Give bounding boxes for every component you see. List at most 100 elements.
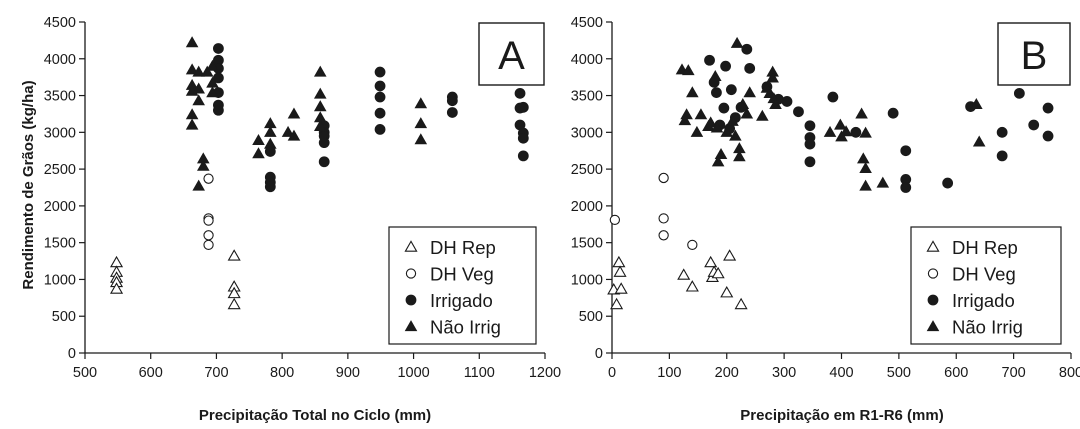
panel-b-point-dh-rep <box>734 297 748 310</box>
panel-a-legend-item-dh-veg: DH Veg <box>405 264 494 285</box>
panel-b-point-irrigado <box>725 84 737 96</box>
panel-a-series-irrigado <box>212 43 529 193</box>
panel-b-point-dh-rep <box>723 249 737 261</box>
panel-a-y-tick-label: 500 <box>52 309 76 325</box>
panel-b-y-tick-label: 2500 <box>571 162 603 178</box>
panel-b-point-nao-irrig <box>686 86 699 98</box>
panel-a-legend-item-dh-rep: DH Rep <box>404 237 496 258</box>
panel-a-y-tick-label: 3000 <box>44 125 76 141</box>
panel-b-y-tick-label: 3500 <box>571 89 603 105</box>
panel-b-point-nao-irrig <box>823 125 837 137</box>
panel-b-legend-label: DH Rep <box>952 237 1018 258</box>
panel-b-point-nao-irrig <box>680 108 693 120</box>
panel-b-x-tick-label: 300 <box>772 365 796 381</box>
y-axis-label: Rendimento de Grãos (kg/ha) <box>20 80 37 289</box>
panel-b-point-irrigado <box>793 106 804 118</box>
panel-b-point-irrigado <box>704 54 715 66</box>
panel-a-point-nao-irrig <box>192 82 205 94</box>
panel-b-point-irrigado <box>887 107 899 119</box>
panel-a-point-nao-irrig <box>264 137 277 149</box>
panel-b-legend-item-dh-veg: DH Veg <box>927 264 1016 285</box>
panel-b-point-irrigado <box>744 62 756 74</box>
panel-b-point-nao-irrig <box>834 118 847 130</box>
panel-a-legend-label: DH Veg <box>430 264 494 285</box>
panel-b-legend-marker-irrigado <box>927 294 939 306</box>
panel-a-chart: 0 500 1000 1500 2000 2500 3000 3500 4000 4500 500 6… <box>44 15 561 424</box>
panel-b-point-nao-irrig <box>855 107 868 119</box>
panel-b-point-dh-rep <box>677 268 691 280</box>
panel-b-legend-marker-dh-veg <box>927 268 939 279</box>
panel-b-point-nao-irrig <box>736 97 750 109</box>
panel-a-y-tick-label: 3500 <box>44 89 76 105</box>
panel-a-point-irrigado <box>446 107 458 118</box>
panel-b-series-nao-irrig <box>675 36 986 191</box>
panel-a-point-nao-irrig <box>313 87 327 99</box>
panel-b-point-irrigado <box>942 177 954 189</box>
panel-b-point-dh-rep <box>704 255 718 268</box>
panel-b-point-nao-irrig <box>740 107 754 119</box>
panel-a-point-nao-irrig <box>185 36 199 48</box>
panel-a-point-nao-irrig <box>192 94 205 106</box>
panel-b-point-dh-veg <box>658 230 669 241</box>
panel-b-y-tick-label: 4500 <box>571 15 603 31</box>
panel-a-series-dh-rep <box>109 249 241 310</box>
panel-a-point-nao-irrig <box>264 125 277 137</box>
panel-a-point-nao-irrig <box>414 97 428 109</box>
panel-b-point-nao-irrig <box>704 116 717 128</box>
panel-a-y-tick-label: 4000 <box>44 52 76 68</box>
panel-b-point-irrigado <box>720 60 732 72</box>
panel-a-y-tick-label: 0 <box>68 346 76 362</box>
panel-a-label-box <box>478 22 545 86</box>
panel-b-point-nao-irrig <box>678 114 692 126</box>
panel-a-point-irrigado <box>517 150 529 162</box>
panel-a-x-tick-label: 700 <box>204 365 228 381</box>
panel-a-x-tick-label: 900 <box>336 365 360 381</box>
panel-b-point-dh-veg <box>687 239 698 251</box>
panel-b-point-dh-rep <box>612 255 626 268</box>
panel-a-point-dh-veg <box>203 230 214 241</box>
panel-b-point-nao-irrig <box>743 86 756 98</box>
panel-b-point-irrigado <box>900 182 912 193</box>
panel-a-legend-item-nao-irrig: Não Irrig <box>404 317 501 338</box>
panel-b-x-tick-label: 100 <box>657 365 681 381</box>
panel-a-point-nao-irrig <box>206 59 219 71</box>
panel-b-point-irrigado <box>718 102 730 114</box>
panel-b-point-nao-irrig <box>839 125 853 137</box>
panel-b-legend-item-irrigado: Irrigado <box>927 290 1015 311</box>
panel-b-point-dh-veg <box>658 172 669 184</box>
panel-b-series-irrigado <box>704 43 1054 193</box>
panel-a-y-tick-label: 2000 <box>44 199 76 215</box>
panel-a-point-nao-irrig <box>414 133 428 145</box>
panel-a-point-nao-irrig <box>287 107 301 119</box>
panel-a-point-nao-irrig <box>281 125 295 137</box>
panel-a-point-nao-irrig <box>206 86 219 98</box>
panel-a-point-irrigado <box>446 95 458 107</box>
panel-b-point-nao-irrig <box>720 125 734 137</box>
panel-a-legend-item-irrigado: Irrigado <box>405 290 493 311</box>
panel-b-point-nao-irrig <box>769 97 782 109</box>
panel-b-point-irrigado <box>1028 119 1040 131</box>
panel-b-point-nao-irrig <box>859 179 872 191</box>
panel-b-point-nao-irrig <box>733 150 746 162</box>
panel-b-point-nao-irrig <box>730 36 744 48</box>
panel-a-y-tick-label: 4500 <box>44 15 76 31</box>
panel-a-point-nao-irrig <box>196 159 210 171</box>
panel-b-point-irrigado <box>996 126 1008 138</box>
panel-b-point-irrigado <box>804 138 816 150</box>
panel-a-legend-label: Não Irrig <box>430 317 501 338</box>
panel-a-point-dh-veg <box>203 173 214 184</box>
panel-b-point-nao-irrig <box>714 147 728 160</box>
panel-a-point-nao-irrig <box>200 65 214 77</box>
panel-a-point-nao-irrig <box>414 117 428 129</box>
panel-a-panel-label: A <box>498 34 525 78</box>
panel-b-y-tick-label: 1500 <box>571 236 603 252</box>
panel-b-point-nao-irrig <box>756 109 769 121</box>
panel-a-y-tick-label: 1000 <box>44 272 76 288</box>
panel-a-point-nao-irrig <box>192 179 205 191</box>
panel-a-y-tick-label: 1500 <box>44 236 76 252</box>
panel-b-point-nao-irrig <box>694 108 708 120</box>
panel-b-panel-label: B <box>1021 34 1048 78</box>
panel-b-point-nao-irrig <box>708 70 722 82</box>
panel-a-point-irrigado <box>517 101 529 113</box>
panel-a-legend-label: Irrigado <box>430 290 493 311</box>
